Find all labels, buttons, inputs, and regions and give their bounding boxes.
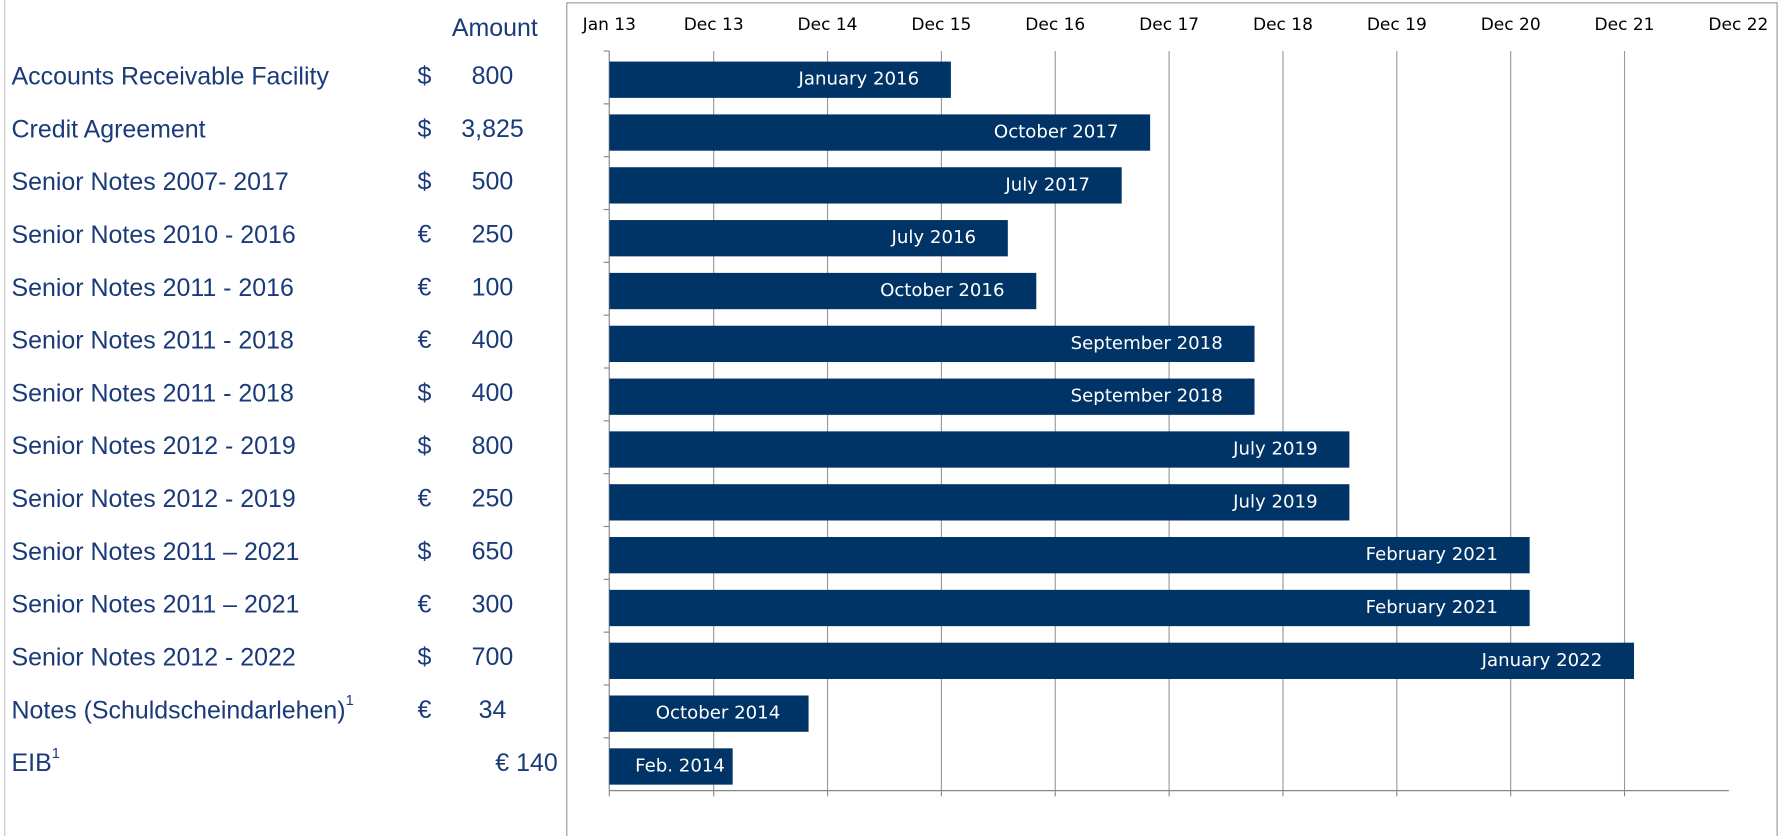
bar-label: September 2018 [1071,386,1223,407]
row-currency: $ [417,168,431,196]
bar [609,695,809,732]
row-name-text: EIB [12,749,52,777]
bar-label: February 2021 [1366,544,1498,565]
bar [609,484,1350,521]
bar [609,642,1635,679]
x-tick-label: Jan 13 [582,15,636,35]
row-name-text: Senior Notes 2011 – 2021 [12,537,300,565]
bar-label: October 2016 [880,280,1004,301]
row-name-text: Accounts Receivable Facility [12,62,330,90]
row-currency: € [417,590,431,618]
row-currency: $ [417,115,431,143]
row-amount: 3,825 [461,115,523,143]
row-name: Senior Notes 2011 - 2018 [12,326,294,354]
x-tick-label: Dec 21 [1595,15,1655,35]
row-name: Senior Notes 2012 - 2022 [12,643,296,671]
amount-header: Amount [452,14,538,42]
row-amount: 700 [472,643,514,671]
row-amount: 250 [472,485,514,513]
chart-frame [566,2,1778,836]
bar [609,114,1151,151]
row-name-text: Senior Notes 2012 - 2019 [12,432,296,460]
bar-label: February 2021 [1366,597,1498,618]
x-tick-label: Dec 14 [798,15,858,35]
x-tick-label: Dec 22 [1708,15,1768,35]
row-name: Accounts Receivable Facility [12,62,330,90]
row-currency: € [417,221,431,249]
bar-label: July 2016 [891,227,976,248]
row-name: Senior Notes 2011 - 2016 [12,273,294,301]
row-name: Senior Notes 2011 – 2021 [12,590,300,618]
bar [609,748,733,785]
row-currency: $ [417,62,431,90]
x-tick-label: Dec 16 [1025,15,1085,35]
bar [609,537,1530,574]
row-amount: 400 [472,326,514,354]
row-currency: $ [417,379,431,407]
row-amount: 400 [472,379,514,407]
row-name-text: Senior Notes 2011 - 2016 [12,273,294,301]
bar-label: January 2016 [798,69,920,90]
row-amount: 300 [472,590,514,618]
row-name: Notes (Schuldscheindarlehen)1 [12,693,354,724]
row-currency: € [417,273,431,301]
footnote-mark: 1 [52,746,60,762]
row-amount: 34 [479,696,507,724]
bar-label: Feb. 2014 [635,755,725,776]
row-currency: $ [417,537,431,565]
row-name: Senior Notes 2011 - 2018 [12,379,294,407]
row-name-text: Credit Agreement [12,115,206,143]
row-name: Senior Notes 2007- 2017 [12,168,289,196]
row-amount: 250 [472,221,514,249]
row-currency: € [417,696,431,724]
bar [609,431,1350,468]
bar-label: January 2022 [1481,650,1603,671]
bar-label: October 2017 [994,122,1118,143]
row-currency: $ [417,432,431,460]
row-amount: 650 [472,537,514,565]
row-name: Senior Notes 2010 - 2016 [12,221,296,249]
row-name: EIB1 [12,746,60,777]
x-tick-label: Dec 13 [684,15,744,35]
x-tick-label: Dec 20 [1481,15,1541,35]
row-name: Credit Agreement [12,115,206,143]
bar [609,589,1530,627]
row-name-text: Notes (Schuldscheindarlehen) [12,696,346,724]
bar [609,378,1255,415]
bar-label: July 2017 [1004,174,1089,195]
row-name-text: Senior Notes 2010 - 2016 [12,221,296,249]
row-currency: € [417,326,431,354]
bar-label: September 2018 [1071,333,1223,354]
bar [609,272,1037,310]
row-amount: € 140 [495,749,557,777]
bar-label: July 2019 [1232,491,1317,512]
row-name-text: Senior Notes 2011 - 2018 [12,379,294,407]
row-name-text: Senior Notes 2012 - 2022 [12,643,296,671]
row-amount: 800 [472,432,514,460]
x-tick-label: Dec 15 [911,15,971,35]
x-tick-label: Dec 18 [1253,15,1313,35]
x-tick-label: Dec 17 [1139,15,1199,35]
row-name-text: Senior Notes 2007- 2017 [12,168,289,196]
footnote-mark: 1 [346,693,354,709]
bar [609,61,951,98]
row-name-text: Senior Notes 2012 - 2019 [12,485,296,513]
bar [609,220,1008,257]
row-name-text: Senior Notes 2011 – 2021 [12,590,300,618]
row-currency: $ [417,643,431,671]
row-amount: 100 [472,273,514,301]
row-name: Senior Notes 2012 - 2019 [12,485,296,513]
row-name: Senior Notes 2011 – 2021 [12,537,300,565]
bar [609,167,1122,204]
row-amount: 500 [472,168,514,196]
row-amount: 800 [472,62,514,90]
bar-label: October 2014 [656,703,780,724]
row-name-text: Senior Notes 2011 - 2018 [12,326,294,354]
row-currency: € [417,485,431,513]
bar-label: July 2019 [1232,439,1317,460]
bar [609,325,1255,363]
row-name: Senior Notes 2012 - 2019 [12,432,296,460]
x-tick-label: Dec 19 [1367,15,1427,35]
